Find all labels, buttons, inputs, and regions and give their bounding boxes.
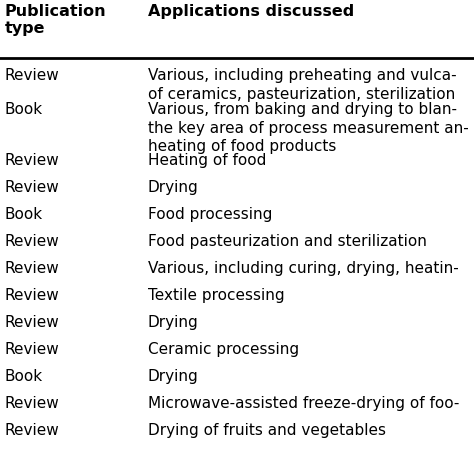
Text: Applications discussed: Applications discussed <box>148 4 354 19</box>
Text: Various, including preheating and vulca-
of ceramics, pasteurization, sterilizat: Various, including preheating and vulca-… <box>148 68 456 101</box>
Text: Review: Review <box>5 396 60 411</box>
Text: Review: Review <box>5 68 60 83</box>
Text: Drying: Drying <box>148 180 199 195</box>
Text: Book: Book <box>5 369 43 384</box>
Text: Review: Review <box>5 153 60 168</box>
Text: Review: Review <box>5 261 60 276</box>
Text: Drying of fruits and vegetables: Drying of fruits and vegetables <box>148 423 386 438</box>
Text: Heating of food: Heating of food <box>148 153 266 168</box>
Text: Food pasteurization and sterilization: Food pasteurization and sterilization <box>148 234 427 249</box>
Text: Various, from baking and drying to blan-
the key area of process measurement an-: Various, from baking and drying to blan-… <box>148 102 469 154</box>
Text: Review: Review <box>5 423 60 438</box>
Text: Microwave-assisted freeze-drying of foo-: Microwave-assisted freeze-drying of foo- <box>148 396 459 411</box>
Text: Review: Review <box>5 234 60 249</box>
Text: Drying: Drying <box>148 369 199 384</box>
Text: Various, including curing, drying, heatin-: Various, including curing, drying, heati… <box>148 261 459 276</box>
Text: Review: Review <box>5 288 60 303</box>
Text: Textile processing: Textile processing <box>148 288 284 303</box>
Text: Review: Review <box>5 315 60 330</box>
Text: Publication
type: Publication type <box>5 4 107 36</box>
Text: Review: Review <box>5 342 60 357</box>
Text: Review: Review <box>5 180 60 195</box>
Text: Book: Book <box>5 207 43 222</box>
Text: Ceramic processing: Ceramic processing <box>148 342 299 357</box>
Text: Book: Book <box>5 102 43 117</box>
Text: Drying: Drying <box>148 315 199 330</box>
Text: Food processing: Food processing <box>148 207 273 222</box>
